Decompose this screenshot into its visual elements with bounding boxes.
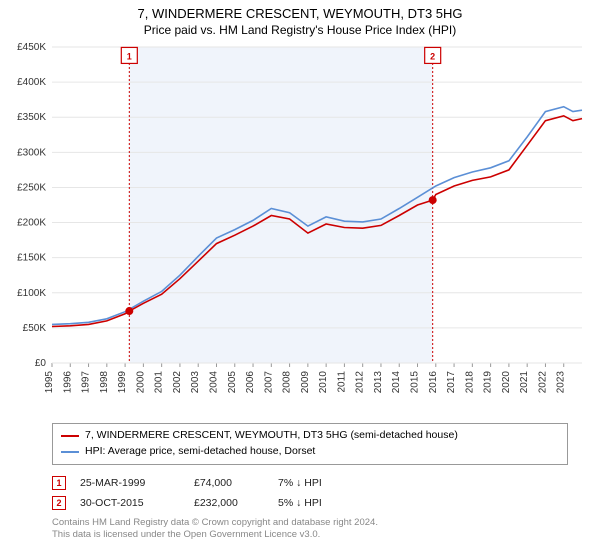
sale-price: £74,000 (194, 477, 264, 489)
sales-table: 1 25-MAR-1999 £74,000 7% ↓ HPI 2 30-OCT-2015 £… (52, 473, 568, 513)
sale-date: 25-MAR-1999 (80, 477, 180, 489)
attribution-line: This data is licensed under the Open Gov… (52, 529, 568, 541)
x-tick-label: 1998 (99, 371, 110, 394)
x-tick-label: 2016 (428, 371, 439, 394)
y-tick-label: £200K (17, 218, 46, 229)
x-tick-label: 2021 (519, 371, 530, 394)
sale-marker-label: 1 (127, 51, 132, 61)
y-tick-label: £100K (17, 288, 46, 299)
y-tick-label: £300K (17, 147, 46, 158)
x-tick-label: 2002 (172, 371, 183, 394)
x-tick-label: 2007 (263, 371, 274, 394)
sale-row-marker: 1 (52, 476, 66, 490)
x-tick-label: 1995 (44, 371, 55, 394)
x-tick-label: 1996 (62, 371, 73, 394)
x-tick-label: 2014 (391, 371, 402, 394)
chart-area: £0 £50K £100K £150K £200K £250K £300K £350K £400… (0, 39, 600, 419)
sale-row-marker: 2 (52, 496, 66, 510)
sale-row: 2 30-OCT-2015 £232,000 5% ↓ HPI (52, 493, 568, 513)
x-tick-label: 2022 (537, 371, 548, 394)
x-tick-label: 2005 (227, 371, 238, 394)
x-tick-label: 2003 (190, 371, 201, 394)
sale-dot (125, 307, 133, 315)
sale-hpi-delta: 7% ↓ HPI (278, 477, 368, 489)
y-tick-label: £0 (35, 358, 47, 369)
legend-item: HPI: Average price, semi-detached house,… (61, 444, 559, 460)
legend-label: HPI: Average price, semi-detached house,… (85, 444, 315, 460)
x-tick-label: 2001 (154, 371, 165, 394)
line-chart: £0 £50K £100K £150K £200K £250K £300K £350K £400… (0, 39, 600, 419)
attribution: Contains HM Land Registry data © Crown c… (52, 517, 568, 542)
legend-label: 7, WINDERMERE CRESCENT, WEYMOUTH, DT3 5H… (85, 428, 458, 444)
chart-subtitle: Price paid vs. HM Land Registry's House … (10, 23, 590, 37)
y-tick-label: £150K (17, 253, 46, 264)
x-tick-label: 2017 (446, 371, 457, 394)
sale-row: 1 25-MAR-1999 £74,000 7% ↓ HPI (52, 473, 568, 493)
y-tick-label: £400K (17, 77, 46, 88)
legend-item: 7, WINDERMERE CRESCENT, WEYMOUTH, DT3 5H… (61, 428, 559, 444)
sale-date: 30-OCT-2015 (80, 497, 180, 509)
x-tick-label: 2013 (373, 371, 384, 394)
x-tick-label: 2010 (318, 371, 329, 394)
x-tick-label: 2012 (355, 371, 366, 394)
x-tick-label: 2011 (336, 371, 347, 393)
legend-swatch (61, 435, 79, 437)
x-tick-label: 2015 (410, 371, 421, 394)
attribution-line: Contains HM Land Registry data © Crown c… (52, 517, 568, 529)
x-tick-label: 2009 (300, 371, 311, 394)
sale-price: £232,000 (194, 497, 264, 509)
x-tick-label: 1999 (117, 371, 128, 394)
y-tick-label: £450K (17, 42, 46, 53)
x-tick-label: 2023 (556, 371, 567, 394)
y-tick-label: £250K (17, 182, 46, 193)
x-tick-label: 2006 (245, 371, 256, 394)
legend: 7, WINDERMERE CRESCENT, WEYMOUTH, DT3 5H… (52, 423, 568, 465)
chart-title: 7, WINDERMERE CRESCENT, WEYMOUTH, DT3 5H… (10, 6, 590, 21)
sale-dot (429, 196, 437, 204)
x-tick-label: 2018 (464, 371, 475, 394)
y-tick-label: £350K (17, 112, 46, 123)
sale-marker-label: 2 (430, 51, 435, 61)
x-tick-label: 2020 (501, 371, 512, 394)
x-tick-label: 2004 (208, 371, 219, 394)
legend-swatch (61, 451, 79, 453)
x-tick-label: 1997 (81, 371, 92, 394)
x-tick-label: 2000 (135, 371, 146, 394)
y-tick-label: £50K (23, 323, 47, 334)
x-tick-label: 2008 (282, 371, 293, 394)
sale-hpi-delta: 5% ↓ HPI (278, 497, 368, 509)
x-tick-label: 2019 (483, 371, 494, 394)
